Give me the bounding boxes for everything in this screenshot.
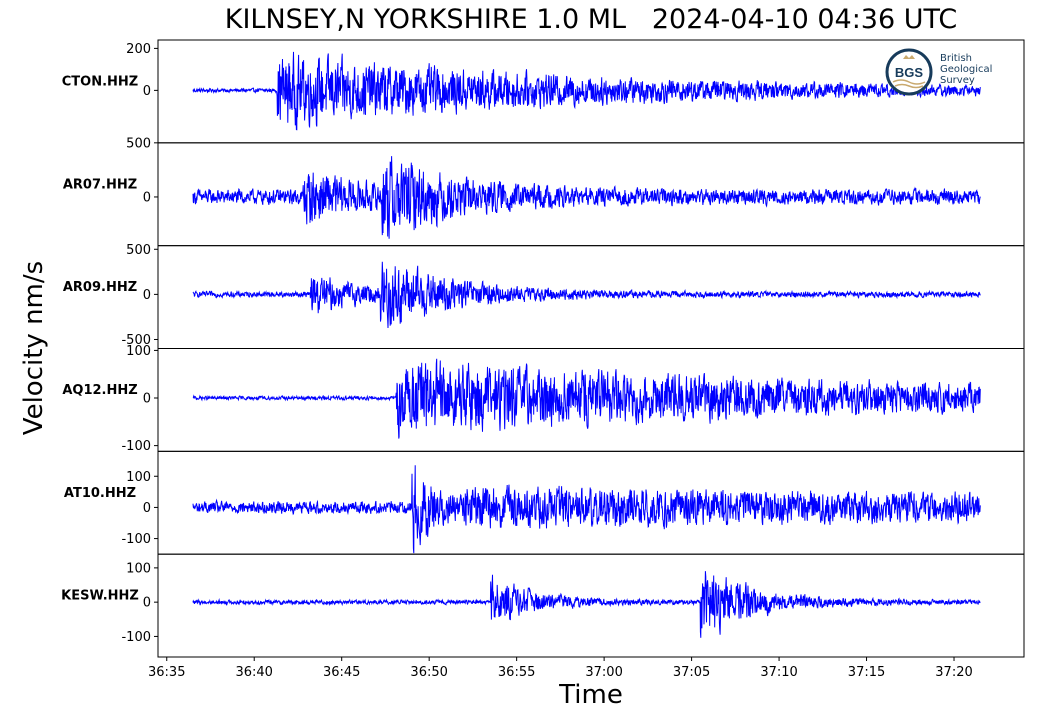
station-label: AT10.HHZ [64, 486, 136, 501]
panel-frame [157, 245, 1025, 350]
y-tick-label: 0 [143, 84, 151, 99]
waveform-at10-hhz [192, 465, 981, 554]
logo-badge-text: BGS [895, 65, 924, 80]
y-tick-label: -100 [121, 532, 151, 547]
station-label: AQ12.HHZ [62, 383, 137, 398]
y-axis-label: Velocity nm/s [19, 260, 49, 436]
waveform-ar09-hhz [192, 261, 981, 329]
station-label: AR07.HHZ [63, 177, 137, 192]
y-tick-label: -100 [121, 630, 151, 645]
logo-line-geological: Geological [940, 64, 993, 75]
x-tick-label: 36:40 [235, 665, 272, 680]
chart-title: KILNSEY,N YORKSHIRE 1.0 ML 2024-04-10 04… [224, 4, 958, 35]
bgs-emblem-icon: BGS [885, 48, 933, 96]
y-tick-label: 0 [143, 288, 151, 303]
x-tick-label: 36:55 [498, 665, 535, 680]
y-tick-label: 0 [143, 501, 151, 516]
station-label: CTON.HHZ [62, 74, 138, 89]
x-axis-label: Time [559, 680, 623, 710]
logo-line-survey: Survey [940, 75, 975, 86]
y-tick-label: 500 [126, 243, 151, 258]
y-tick-label: 200 [126, 42, 151, 57]
x-tick-label: 36:45 [323, 665, 360, 680]
bgs-logo: BGS British Geological Survey [884, 46, 1004, 98]
y-tick-label: 500 [126, 136, 151, 151]
logo-line-british: British [940, 53, 972, 64]
x-tick-label: 37:00 [585, 665, 622, 680]
y-tick-label: 0 [143, 392, 151, 407]
y-tick-label: 100 [126, 561, 151, 576]
y-tick-label: 0 [143, 596, 151, 611]
y-tick-label: -100 [121, 439, 151, 454]
x-tick-label: 36:35 [148, 665, 185, 680]
y-tick-label: 100 [126, 470, 151, 485]
y-tick-label: 100 [126, 344, 151, 359]
waveform-kesw-hhz [192, 571, 981, 638]
x-tick-label: 37:10 [760, 665, 797, 680]
waveform-cton-hhz [192, 51, 981, 131]
y-tick-label: 0 [143, 190, 151, 205]
station-label: KESW.HHZ [61, 589, 139, 604]
panel-frame [157, 553, 1025, 658]
y-tick-label: -500 [121, 333, 151, 348]
x-tick-label: 37:05 [673, 665, 710, 680]
station-label: AR09.HHZ [63, 280, 137, 295]
x-tick-label: 37:20 [935, 665, 972, 680]
waveform-ar07-hhz [192, 156, 981, 239]
waveform-aq12-hhz [192, 358, 981, 439]
x-tick-label: 36:50 [410, 665, 447, 680]
x-tick-label: 37:15 [848, 665, 885, 680]
